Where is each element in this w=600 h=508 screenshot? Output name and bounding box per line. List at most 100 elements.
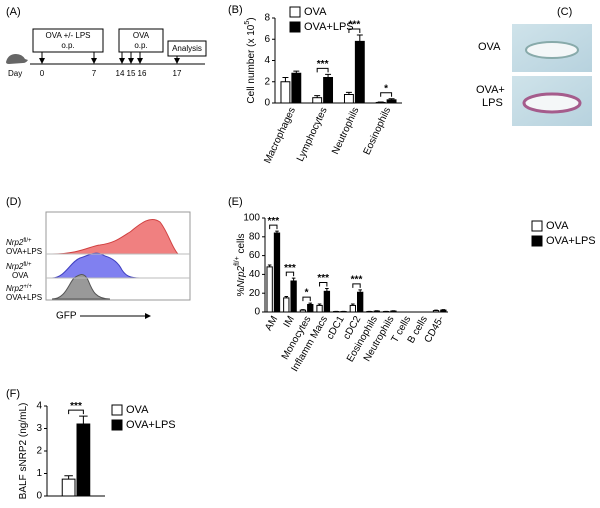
image-label: OVA (478, 41, 501, 53)
day: 0 (40, 69, 45, 78)
day: 7 (92, 69, 97, 78)
bar (432, 310, 440, 313)
y-tick-label: 3 (36, 423, 42, 434)
histology-panel: (C) OVA OVA+ LPS (476, 6, 592, 126)
y-tick-label: 2 (36, 446, 42, 457)
legend-label: OVA+LPS (126, 419, 176, 431)
bar (280, 81, 291, 104)
error-bar (284, 295, 289, 298)
box-text: o.p. (134, 41, 147, 50)
significance: *** (351, 275, 363, 286)
panel-label: (F) (6, 388, 20, 400)
trace-condition: OVA (12, 271, 29, 280)
x-tick-label: AM (263, 314, 280, 332)
histogram-trace (51, 274, 111, 300)
arrows (39, 52, 180, 64)
box-text: OVA +/- LPS (46, 31, 91, 40)
bar (307, 303, 314, 313)
panel-label: (A) (6, 6, 21, 18)
error-bar (356, 34, 363, 42)
bar (323, 290, 331, 313)
error-bar (293, 70, 300, 74)
error-bar (358, 289, 362, 293)
y-tick-label: 60 (249, 250, 261, 261)
legend-swatch (289, 6, 301, 18)
bar (354, 40, 365, 104)
histogram-trace (51, 252, 141, 279)
y-tick-label: 8 (264, 13, 270, 24)
legend-label: OVA (304, 6, 327, 18)
y-tick-label: 4 (264, 55, 270, 66)
error-bar (314, 95, 321, 98)
box-text: OVA (133, 31, 150, 40)
airway (522, 92, 582, 114)
legend-swatch (531, 235, 543, 247)
bar (357, 291, 364, 313)
y-label-part: % (236, 287, 247, 296)
error-bar (291, 277, 296, 281)
box (32, 28, 104, 53)
mouse-icon (6, 54, 28, 64)
error-bar (308, 302, 313, 305)
bar (316, 304, 323, 313)
significance-bracket (269, 224, 278, 230)
error-bar (325, 288, 329, 292)
error-bar (79, 415, 88, 424)
plot-frame (45, 211, 191, 301)
bar (76, 423, 91, 497)
error-bar (275, 230, 279, 234)
bar (440, 309, 447, 313)
panel-label: (B) (228, 4, 243, 16)
y-tick-label: 4 (36, 401, 42, 412)
x-tick-label: Neutrophils (330, 106, 361, 157)
legend-swatch (111, 419, 123, 431)
y-label: %Nrp2fl/+ cells (234, 234, 246, 297)
day: 16 (138, 69, 147, 78)
legend-label: OVA+LPS (546, 235, 596, 247)
histogram-trace (51, 218, 180, 255)
significance: *** (267, 216, 279, 227)
box-text: Analysis (172, 44, 202, 53)
y-label-part: BALF sNRP2 (ng/mL) (18, 403, 29, 500)
significance-bracket (352, 283, 361, 288)
y-tick-label: 100 (243, 213, 260, 224)
bar (386, 99, 397, 104)
image-label: OVA+ (476, 84, 505, 96)
day-label: Day (8, 69, 22, 78)
gene: Nrp2 (6, 238, 24, 247)
y-label-part: Cell number (x 10 (246, 24, 257, 103)
image-label: LPS (482, 97, 503, 109)
error-bar (317, 303, 322, 306)
gene: Nrp2 (6, 262, 24, 271)
significance: *** (284, 263, 296, 274)
x-label: GFP (56, 311, 77, 322)
y-tick-label: 6 (264, 34, 270, 45)
y-tick-label: 2 (264, 76, 270, 87)
bar (323, 77, 334, 104)
y-label-part: ) (246, 17, 257, 20)
significance-bracket (380, 92, 393, 97)
legend-swatch (289, 21, 301, 33)
bar (61, 478, 76, 497)
box (167, 40, 207, 57)
flow-panel: (D) Nrp2fl/+ OVA+LPS Nrp2fl/+ OVA Nrp2+/… (6, 196, 191, 322)
y-label: BALF sNRP2 (ng/mL) (18, 403, 29, 500)
day: 14 (116, 69, 125, 78)
genotype: fl/+ (23, 238, 32, 244)
y-tick-label: 0 (36, 491, 42, 502)
error-bar (377, 101, 384, 103)
trace-condition: OVA+LPS (6, 293, 42, 302)
significance: *** (317, 273, 329, 284)
bar (349, 304, 356, 313)
significance: *** (317, 59, 329, 70)
error-bar (351, 303, 355, 306)
genotype: fl/+ (23, 262, 32, 268)
significance: *** (349, 20, 361, 31)
bar (291, 72, 302, 104)
y-label-part: 5 (244, 21, 251, 25)
legend-label: OVA (546, 220, 569, 232)
y-label-part: fl/+ (234, 256, 241, 266)
y-tick-label: 0 (264, 98, 270, 109)
significance: *** (70, 401, 82, 412)
